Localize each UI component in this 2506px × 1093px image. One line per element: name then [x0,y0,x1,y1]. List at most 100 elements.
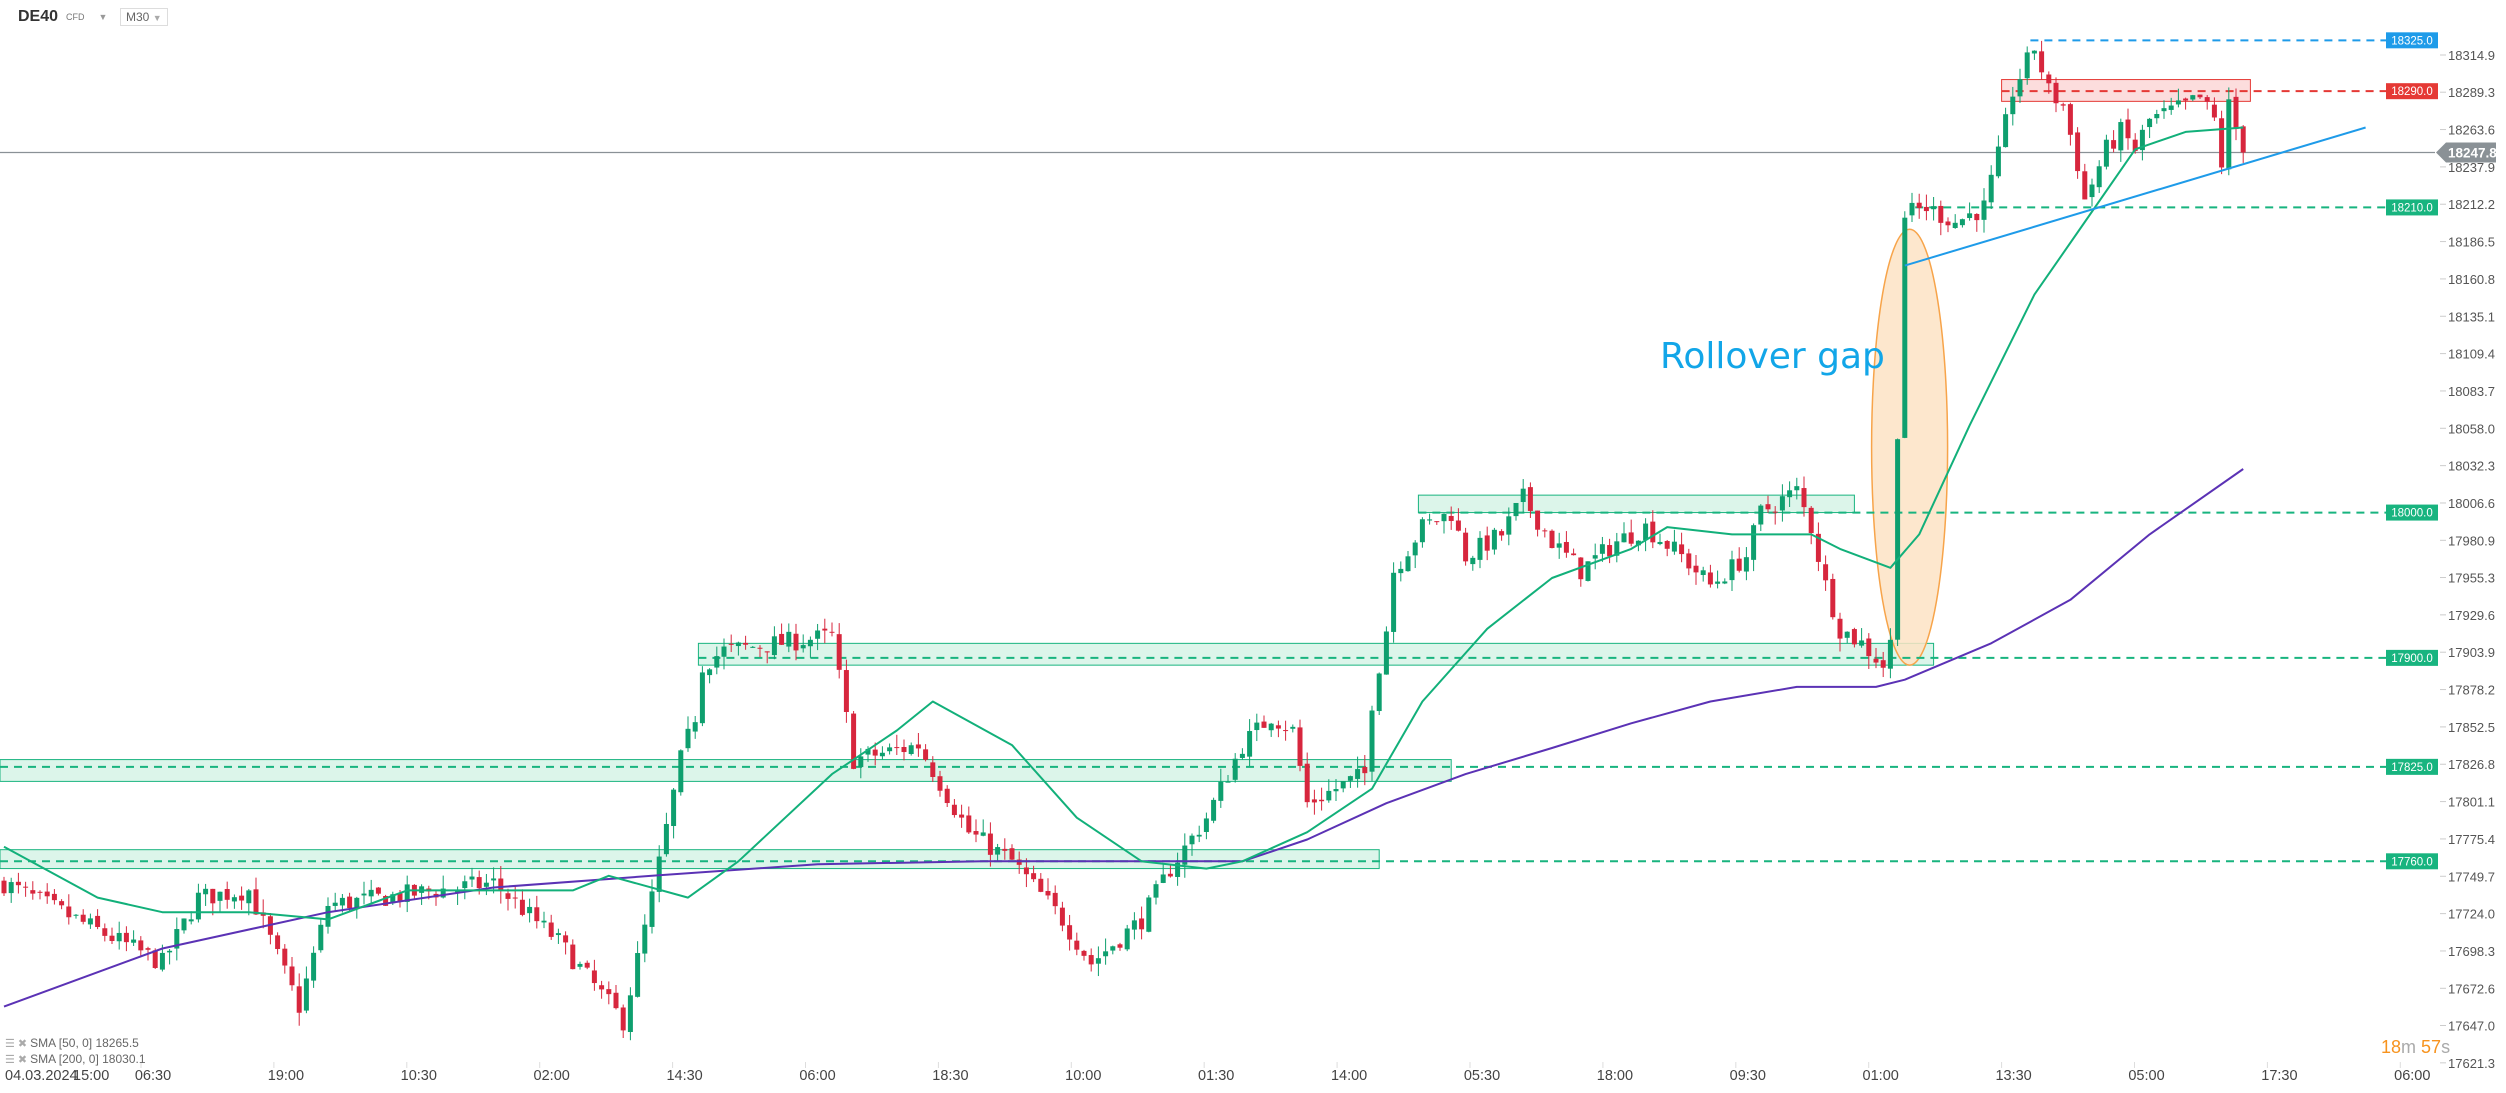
candle-body [1196,834,1202,837]
candle-body [1635,540,1641,546]
candle-body [1038,878,1044,892]
settings-icon[interactable]: ☰ [5,1038,15,1050]
candle-body [851,713,857,769]
candle-body [944,788,950,804]
candle-body [1909,202,1915,216]
candle-body [37,891,43,893]
candle-body [2060,104,2066,106]
candle-body [1758,505,1764,525]
candle-body [1031,873,1037,880]
candle-body [901,747,907,753]
level-badge [2386,758,2438,775]
candle-body [1225,781,1231,783]
candle-body [2010,96,2016,115]
candle-body [793,633,799,651]
candle-body [1484,535,1490,551]
candle-body [1851,629,1857,645]
candle-body [584,962,590,968]
candle-body [109,935,115,941]
y-tick-label: 18006.6 [2448,496,2495,511]
candle-body [858,756,864,768]
legend-sma50: ☰ ✖ SMA [50, 0] 18265.5 [5,1036,139,1050]
instrument-selector[interactable]: DE40 CFD ▼ [18,8,107,26]
rollover-gap-ellipse[interactable] [1870,228,1949,666]
x-tick-label: 10:00 [1065,1068,1101,1084]
candle-body [1304,763,1310,803]
y-tick-label: 17749.7 [2448,869,2495,884]
candle-body [1376,673,1382,712]
timeframe-select[interactable]: M30 ▼ [120,8,168,26]
zone-17825.0[interactable] [0,759,1452,782]
candle-body [1722,581,1728,584]
y-tick-label: 17852.5 [2448,720,2495,735]
candle-body [1110,946,1116,951]
chevron-down-icon[interactable]: ▼ [98,12,108,22]
candle-body [1167,873,1173,877]
y-tick-label: 17929.6 [2448,608,2495,623]
x-tick-label: 06:00 [799,1068,835,1084]
y-tick-label: 17775.4 [2448,832,2495,847]
close-icon[interactable]: ✖ [17,1054,28,1066]
candle-body [1513,502,1519,517]
x-tick-label: 05:30 [1464,1068,1500,1084]
y-tick-label: 18186.5 [2448,235,2495,250]
candle-body [2139,129,2145,151]
zone-17900.0[interactable] [697,642,1935,666]
candle-body [2219,118,2225,168]
candle-body [2132,139,2138,151]
y-tick-label: 18289.3 [2448,85,2495,100]
candle-body [1974,213,1980,221]
sma50-line[interactable] [3,126,2244,921]
candle-body [239,895,245,901]
candle-body [66,906,72,918]
sma200-line[interactable] [3,468,2244,1008]
candle-body [224,889,230,900]
x-tick-label: 09:30 [1730,1068,1766,1084]
trendline[interactable] [1904,126,2366,267]
candle-body [1117,944,1123,948]
candle-body [1535,510,1541,530]
candle-body [1175,862,1181,877]
candle-body [879,752,885,757]
candle-body [743,642,749,645]
candle-body [1067,925,1073,940]
candle-body [1333,789,1339,792]
candle-body [2183,98,2189,101]
candle-body [1751,525,1757,560]
candle-body [1455,520,1461,531]
candle-body [966,815,972,833]
candle-body [1340,781,1346,789]
zone-18000.0[interactable] [1417,494,1855,514]
candle-body [303,978,309,1011]
candle-body [1988,174,1994,203]
candle-body [1830,578,1836,618]
candle-body [1247,731,1253,757]
candle-body [181,918,187,931]
y-tick-label: 17698.3 [2448,944,2495,959]
candle-body [671,789,677,826]
candle-body [1779,496,1785,511]
x-tick-label: 06:00 [2394,1068,2430,1084]
settings-icon[interactable]: ☰ [5,1054,15,1066]
candle-body [253,889,259,915]
candle-body [1448,515,1454,521]
candle-body [1088,955,1094,965]
candle-body [1614,541,1620,556]
zone-17760.0[interactable] [0,849,1380,870]
candle-body [959,814,965,818]
candle-body [2089,184,2095,198]
candle-body [1895,439,1901,640]
candle-body [1074,940,1080,950]
candle-body [980,832,986,836]
x-tick-label: 14:30 [666,1068,702,1084]
candle-body [1146,897,1152,932]
close-icon[interactable]: ✖ [17,1038,28,1050]
candle-body [231,897,237,902]
candle-body [2039,51,2045,73]
candle-body [1794,486,1800,491]
candle-body [1470,557,1476,565]
legend-sma200: ☰ ✖ SMA [200, 0] 18030.1 [5,1052,146,1066]
y-tick-label: 17826.8 [2448,757,2495,772]
candle-body [1477,537,1483,560]
